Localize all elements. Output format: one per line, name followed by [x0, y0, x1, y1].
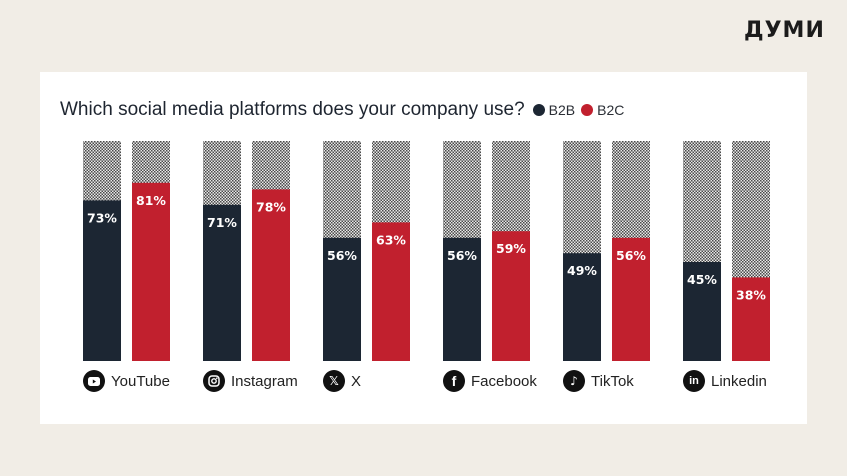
instagram-icon: [203, 370, 225, 392]
legend-swatch-b2c: [581, 104, 594, 116]
bar-youtube-b2b: [83, 200, 121, 361]
legend-label-b2c: B2C: [597, 102, 625, 118]
bar-linkedin-b2c: [732, 277, 770, 361]
category-label-instagram: Instagram: [231, 372, 298, 390]
category-label-facebook: Facebook: [471, 372, 537, 390]
bar-tiktok-b2b: [563, 253, 601, 361]
data-label-facebook-b2c: 59%: [496, 241, 526, 256]
bar-chart: 73% 81% 71% 78% 56% 63% 56% 59% 49% 56% 45% 38%: [83, 141, 770, 361]
data-label-instagram-b2c: 78%: [256, 199, 286, 214]
chart-legend: B2B B2C: [532, 102, 631, 118]
facebook-icon: f: [443, 370, 465, 392]
data-label-facebook-b2b: 56%: [447, 248, 477, 263]
bar-instagram-b2b: [203, 204, 241, 361]
linkedin-icon: in: [683, 370, 705, 392]
legend-label-b2b: B2B: [548, 102, 576, 118]
brand-logo: ДУМИ: [744, 18, 825, 43]
data-label-linkedin-b2b: 45%: [687, 272, 717, 287]
title-row: Which social media platforms does your c…: [60, 99, 630, 121]
platform-facebook: f Facebook: [443, 370, 537, 392]
bar-tiktok-b2c: [612, 237, 650, 361]
youtube-icon: [83, 370, 105, 392]
data-label-instagram-b2b: 71%: [207, 215, 237, 230]
legend-item-b2c: B2C: [581, 102, 624, 118]
x-icon: 𝕏: [323, 370, 345, 392]
category-label-x: X: [351, 372, 362, 390]
bar-x-b2b: [323, 237, 361, 361]
data-label-youtube-b2b: 73%: [87, 210, 117, 225]
data-label-youtube-b2c: 81%: [136, 193, 166, 208]
data-label-tiktok-b2b: 49%: [567, 263, 597, 278]
chart-title: Which social media platforms does your c…: [60, 99, 525, 120]
chart-card: Which social media platforms does your c…: [40, 72, 807, 424]
category-label-youtube: YouTube: [111, 372, 170, 390]
bar-x-b2c: [372, 222, 410, 361]
category-label-linkedin: Linkedin: [711, 372, 767, 390]
legend-item-b2b: B2B: [532, 102, 576, 118]
platform-instagram: Instagram: [203, 370, 298, 392]
data-label-linkedin-b2c: 38%: [736, 287, 766, 302]
bar-facebook-b2c: [492, 231, 530, 361]
data-label-tiktok-b2c: 56%: [616, 248, 646, 263]
bar-youtube-b2c: [132, 182, 170, 361]
data-label-x-b2c: 63%: [376, 232, 406, 247]
data-label-x-b2b: 56%: [327, 248, 357, 263]
bar-instagram-b2c: [252, 189, 290, 361]
platform-youtube: YouTube: [83, 370, 170, 392]
legend-swatch-b2b: [532, 104, 545, 116]
bar-facebook-b2b: [443, 237, 481, 361]
bar-linkedin-b2b: [683, 262, 721, 361]
platform-linkedin: in Linkedin: [683, 370, 767, 392]
category-label-tiktok: TikTok: [591, 372, 634, 390]
tiktok-icon: ♪: [563, 370, 585, 392]
platform-tiktok: ♪ TikTok: [563, 370, 634, 392]
